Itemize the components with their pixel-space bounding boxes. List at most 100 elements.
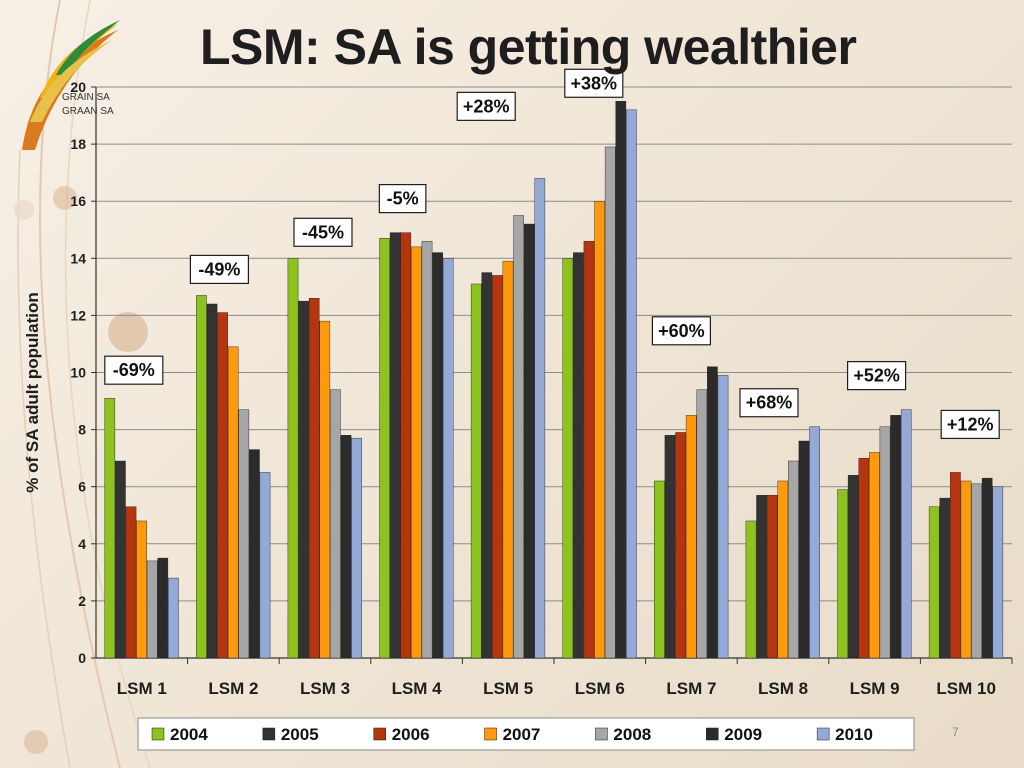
- bar-lsm-6-2006: [583, 240, 595, 659]
- annotation-label: +68%: [746, 393, 793, 413]
- bar-lsm-4-2006: [400, 232, 412, 659]
- bar-lsm-3-2009: [340, 435, 352, 659]
- bar-lsm-4-2007: [411, 246, 422, 659]
- bar-lsm-2-2005: [206, 303, 218, 659]
- annotation-box: [456, 91, 516, 121]
- legend-label: 2008: [613, 725, 651, 744]
- legend-label: 2005: [281, 725, 319, 744]
- y-tick-label: 4: [78, 536, 86, 552]
- y-tick-label: 14: [70, 250, 86, 266]
- bar-lsm-2-2007: [227, 346, 239, 659]
- bar-lsm-4-2004: [379, 238, 390, 659]
- grain-sa-logo-icon: [22, 20, 120, 150]
- y-tick-label: 10: [70, 365, 86, 381]
- bar-lsm-8-2004: [745, 520, 757, 659]
- bar-lsm-7-2008: [696, 389, 708, 659]
- bar-lsm-7-2007: [685, 415, 697, 659]
- bar-lsm-3-2006: [308, 298, 320, 659]
- bar-lsm-3-2010: [351, 437, 362, 659]
- bar-lsm-4-2008: [421, 240, 433, 659]
- legend-swatch: [151, 727, 165, 741]
- bar-lsm-9-2007: [869, 452, 880, 659]
- y-tick-label: 8: [78, 422, 86, 438]
- bar-lsm-1-2008: [146, 560, 158, 659]
- annotation-label: -45%: [302, 222, 344, 242]
- y-tick-label: 16: [70, 193, 86, 209]
- annotation-box: [189, 254, 249, 285]
- bar-lsm-4-2009: [432, 252, 443, 659]
- page-title: LSM: SA is getting wealthier: [200, 19, 857, 75]
- bar-lsm-2-2009: [249, 449, 260, 659]
- decorative-circle: [24, 730, 48, 754]
- bar-lsm-10-2004: [928, 506, 940, 659]
- x-tick-label: LSM 9: [850, 679, 900, 698]
- bar-lsm-8-2006: [766, 495, 778, 659]
- legend-label: 2004: [170, 725, 208, 744]
- bar-lsm-5-2008: [513, 215, 524, 659]
- bar-lsm-1-2004: [104, 397, 116, 659]
- bar-lsm-8-2005: [756, 495, 767, 659]
- bar-lsm-10-2009: [981, 477, 993, 659]
- logo-line-1: GRAIN SA: [62, 92, 110, 103]
- bar-lsm-2-2008: [238, 409, 250, 659]
- bar-lsm-7-2005: [664, 435, 676, 659]
- bar-lsm-5-2004: [470, 283, 482, 659]
- bar-lsm-5-2009: [523, 223, 535, 659]
- bar-lsm-6-2010: [626, 109, 637, 659]
- y-tick-label: 20: [70, 79, 86, 95]
- bar-lsm-8-2007: [777, 480, 789, 659]
- annotation-box: [651, 316, 712, 346]
- annotation-label: +52%: [853, 366, 900, 386]
- bar-lsm-3-2004: [287, 258, 299, 659]
- legend-swatch: [595, 727, 608, 741]
- x-tick-label: LSM 4: [392, 679, 443, 698]
- annotation-label: -5%: [387, 189, 419, 209]
- bar-lsm-9-2009: [890, 415, 901, 659]
- y-tick-label: 0: [78, 650, 86, 666]
- bar-lsm-6-2007: [594, 200, 605, 659]
- bar-lsm-2-2004: [196, 295, 207, 659]
- bar-lsm-6-2009: [615, 101, 627, 659]
- y-axis-label: % of SA adult population: [23, 292, 42, 493]
- bar-lsm-7-2006: [675, 432, 686, 659]
- bar-lsm-10-2010: [992, 486, 1004, 659]
- annotation-label: -69%: [113, 360, 155, 380]
- bar-lsm-7-2010: [717, 375, 729, 659]
- bar-lsm-1-2007: [136, 520, 147, 659]
- page-number: 7: [952, 725, 959, 739]
- annotation-label: +12%: [947, 414, 994, 434]
- legend-swatch: [816, 727, 830, 741]
- y-tick-label: 2: [78, 593, 86, 609]
- bar-lsm-9-2010: [900, 409, 912, 659]
- bar-lsm-3-2005: [298, 300, 309, 659]
- bar-lsm-5-2006: [492, 275, 503, 659]
- annotation-box: [378, 184, 427, 214]
- bar-lsm-5-2007: [502, 260, 514, 659]
- bar-lsm-3-2007: [319, 320, 331, 659]
- legend-label: 2009: [724, 725, 762, 744]
- bar-lsm-1-2005: [115, 460, 126, 659]
- annotation-box: [940, 409, 1000, 440]
- bar-lsm-10-2007: [960, 480, 972, 659]
- bar-lsm-6-2004: [562, 258, 574, 659]
- bar-lsm-5-2005: [481, 272, 493, 659]
- bar-lsm-10-2006: [950, 472, 961, 659]
- bar-lsm-8-2010: [809, 426, 820, 659]
- bar-lsm-10-2005: [939, 497, 951, 659]
- bar-lsm-7-2009: [707, 366, 718, 659]
- legend-swatch: [484, 727, 497, 741]
- decorative-curve: [17, 149, 71, 768]
- bar-lsm-8-2008: [788, 460, 799, 659]
- x-tick-label: LSM 3: [300, 679, 350, 698]
- bar-lsm-7-2004: [654, 480, 665, 659]
- bar-lsm-9-2005: [847, 475, 859, 659]
- decorative-curve: [64, 0, 151, 768]
- bar-lsm-9-2004: [837, 489, 848, 659]
- annotation-box: [104, 355, 164, 385]
- x-tick-label: LSM 6: [575, 679, 625, 698]
- bar-lsm-4-2010: [442, 258, 454, 659]
- x-tick-label: LSM 10: [936, 679, 996, 698]
- legend-label: 2007: [503, 725, 541, 744]
